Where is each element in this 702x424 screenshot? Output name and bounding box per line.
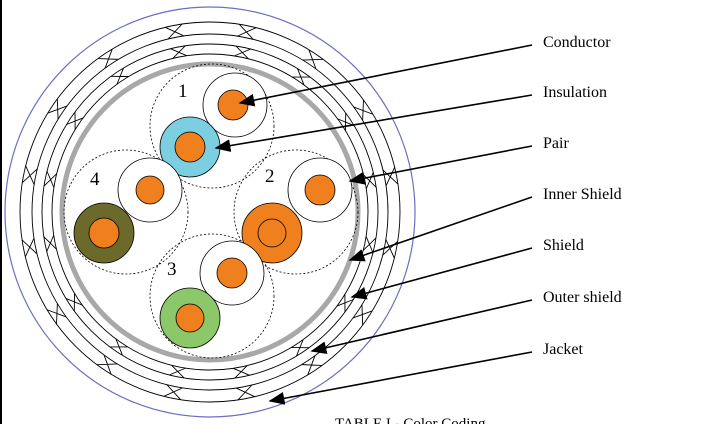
braid-cross (302, 49, 324, 70)
callout-label: Inner Shield (543, 186, 622, 203)
callout-label: Insulation (543, 84, 607, 101)
braid-cross (363, 172, 377, 189)
braid-cross (382, 167, 399, 186)
braid-cross (353, 99, 374, 121)
braid-cross (110, 67, 129, 85)
braid-cross (352, 304, 373, 326)
braid-cross (109, 338, 128, 356)
braid-cross (47, 98, 68, 120)
braid-cross (291, 339, 310, 357)
jacket (4, 6, 416, 418)
pair-number: 4 (90, 169, 100, 190)
braid-cross (46, 303, 67, 325)
pair-number: 3 (167, 259, 177, 280)
callout-label: Shield (543, 237, 584, 254)
braid-cross (170, 45, 187, 59)
callout-label: Jacket (543, 341, 584, 358)
braid-cross (21, 238, 38, 257)
braid-cross (43, 235, 57, 252)
braid-cross (163, 384, 183, 401)
callout-label: Outer shield (543, 289, 622, 306)
caption: TABLE I - Color Coding (335, 416, 486, 424)
braid-cross (65, 293, 83, 312)
pair-boundaries (63, 63, 359, 359)
braid-cross (337, 112, 355, 131)
conductors (73, 72, 353, 349)
braid-cross (362, 236, 377, 253)
braid-cross (236, 384, 255, 401)
braid-cross (234, 45, 251, 60)
braid-cross (43, 171, 58, 188)
braid-cross (301, 355, 323, 376)
braid-cross (21, 165, 38, 185)
braid-cross (237, 23, 257, 40)
shield-layers (19, 21, 401, 403)
braid-cross (233, 365, 250, 379)
braid-cross (382, 239, 399, 259)
braid-cross (292, 68, 311, 86)
braid-cross (336, 294, 354, 313)
braid-cross (97, 48, 119, 69)
callout-label: Conductor (543, 34, 611, 51)
callout-arrows (214, 44, 533, 405)
braid-cross (66, 111, 84, 130)
braid-cross (165, 23, 184, 40)
pair-number: 1 (178, 81, 188, 102)
callout-label: Pair (543, 135, 569, 152)
pair-number: 2 (265, 166, 275, 187)
braid-cross (96, 354, 118, 375)
braid-cross (169, 364, 186, 379)
